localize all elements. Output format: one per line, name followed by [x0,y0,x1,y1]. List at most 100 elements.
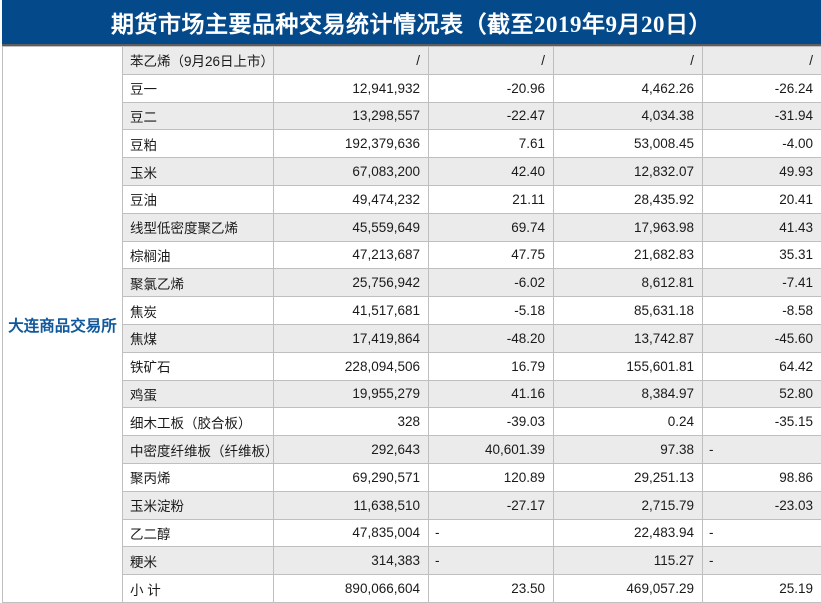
turnover-cell: 115.27 [553,546,703,576]
volume-cell: 328 [273,407,429,437]
turnover-change-cell: - [702,435,821,464]
turnover-cell: 8,384.97 [553,379,703,409]
volume-cell: 17,419,864 [273,323,429,353]
commodity-name: 线型低密度聚乙烯 [122,212,274,242]
volume-cell: 45,559,649 [273,212,429,242]
turnover-cell: 4,034.38 [553,101,703,131]
volume-cell: 47,213,687 [273,240,429,270]
commodity-name: 鸡蛋 [122,379,274,409]
table-row: 粳米 314,383 - 115.27 - [3,546,821,576]
turnover-change-cell: / [702,46,821,75]
turnover-cell: 22,483.94 [553,518,703,548]
volume-cell: 19,955,279 [273,379,429,409]
commodity-name: 豆粕 [122,129,274,159]
turnover-cell: 12,832.07 [553,157,703,186]
volume-change-cell: 47.75 [428,240,554,270]
page-title: 期货市场主要品种交易统计情况表（截至2019年9月20日） [2,0,821,46]
turnover-change-cell: -31.94 [702,101,821,131]
turnover-change-cell: - [702,518,821,548]
volume-change-cell: - [428,546,554,576]
turnover-change-cell: 52.80 [702,379,821,409]
volume-cell: 69,290,571 [273,462,429,492]
commodity-name: 聚丙烯 [122,462,274,492]
turnover-change-cell: -7.41 [702,268,821,298]
volume-change-cell: 42.40 [428,157,554,186]
volume-change-cell: 41.16 [428,379,554,409]
volume-change-cell: 7.61 [428,129,554,159]
commodity-name: 粳米 [122,546,274,576]
volume-change-cell: / [428,46,554,75]
table-row: 鸡蛋 19,955,279 41.16 8,384.97 52.80 [3,379,821,409]
commodity-name: 焦煤 [122,323,274,353]
commodity-name: 玉米淀粉 [122,490,274,520]
table-row: 小 计 890,066,604 23.50 469,057.29 25.19 [3,574,821,603]
table-row: 焦煤 17,419,864 -48.20 13,742.87 -45.60 [3,323,821,353]
turnover-cell: 53,008.45 [553,129,703,159]
commodity-name: 铁矿石 [122,351,274,381]
commodity-name: 苯乙烯（9月26日上市） [122,46,274,75]
volume-change-cell: 120.89 [428,462,554,492]
volume-cell: 228,094,506 [273,351,429,381]
table-row: 玉米 67,083,200 42.40 12,832.07 49.93 [3,157,821,186]
statistics-table: 大连商品交易所 苯乙烯（9月26日上市） / / / / 豆一 12,941,93… [2,46,821,603]
table-row: 聚氯乙烯 25,756,942 -6.02 8,612.81 -7.41 [3,268,821,298]
turnover-cell: 29,251.13 [553,462,703,492]
table-row: 豆一 12,941,932 -20.96 4,462.26 -26.24 [3,73,821,103]
exchange-name: 大连商品交易所 [2,46,123,603]
commodity-name: 中密度纤维板（纤维板） [122,435,274,464]
volume-cell: 25,756,942 [273,268,429,298]
volume-change-cell: -39.03 [428,407,554,437]
commodity-name: 豆二 [122,101,274,131]
turnover-change-cell: -8.58 [702,296,821,325]
turnover-change-cell: 20.41 [702,184,821,214]
volume-cell: 67,083,200 [273,157,429,186]
turnover-cell: 8,612.81 [553,268,703,298]
commodity-name: 豆一 [122,73,274,103]
turnover-cell: 155,601.81 [553,351,703,381]
turnover-cell: 2,715.79 [553,490,703,520]
turnover-change-cell: 25.19 [702,574,821,603]
volume-cell: 47,835,004 [273,518,429,548]
volume-cell: 192,379,636 [273,129,429,159]
volume-change-cell: 23.50 [428,574,554,603]
commodity-name: 豆油 [122,184,274,214]
turnover-change-cell: -26.24 [702,73,821,103]
turnover-cell: 28,435.92 [553,184,703,214]
table-row: 大连商品交易所 苯乙烯（9月26日上市） / / / / [2,46,821,603]
table-row: 豆油 49,474,232 21.11 28,435.92 20.41 [3,184,821,214]
commodity-name: 焦炭 [122,296,274,325]
volume-change-cell: -27.17 [428,490,554,520]
volume-change-cell: 16.79 [428,351,554,381]
commodity-name: 聚氯乙烯 [122,268,274,298]
volume-change-cell: -5.18 [428,296,554,325]
volume-cell: 12,941,932 [273,73,429,103]
turnover-change-cell: - [702,546,821,576]
volume-change-cell: -6.02 [428,268,554,298]
volume-cell: 41,517,681 [273,296,429,325]
volume-change-cell: -48.20 [428,323,554,353]
table-row: 铁矿石 228,094,506 16.79 155,601.81 64.42 [3,351,821,381]
table-row: 豆粕 192,379,636 7.61 53,008.45 -4.00 [3,129,821,159]
volume-cell: 13,298,557 [273,101,429,131]
turnover-change-cell: -45.60 [702,323,821,353]
turnover-cell: 97.38 [553,435,703,464]
table-row: 中密度纤维板（纤维板） 292,643 40,601.39 97.38 - [3,435,821,464]
turnover-change-cell: -23.03 [702,490,821,520]
volume-cell: 890,066,604 [273,574,429,603]
table-row: 细木工板（胶合板） 328 -39.03 0.24 -35.15 [3,407,821,437]
volume-change-cell: - [428,518,554,548]
volume-change-cell: 69.74 [428,212,554,242]
turnover-cell: 4,462.26 [553,73,703,103]
turnover-cell: 85,631.18 [553,296,703,325]
volume-cell: / [273,46,429,75]
table-row: 聚丙烯 69,290,571 120.89 29,251.13 98.86 [3,462,821,492]
turnover-change-cell: 49.93 [702,157,821,186]
turnover-change-cell: -35.15 [702,407,821,437]
table-row: 豆二 13,298,557 -22.47 4,034.38 -31.94 [3,101,821,131]
turnover-cell: 17,963.98 [553,212,703,242]
table-row: 乙二醇 47,835,004 - 22,483.94 - [3,518,821,548]
turnover-change-cell: 64.42 [702,351,821,381]
commodity-name: 棕榈油 [122,240,274,270]
table-row: 玉米淀粉 11,638,510 -27.17 2,715.79 -23.03 [3,490,821,520]
